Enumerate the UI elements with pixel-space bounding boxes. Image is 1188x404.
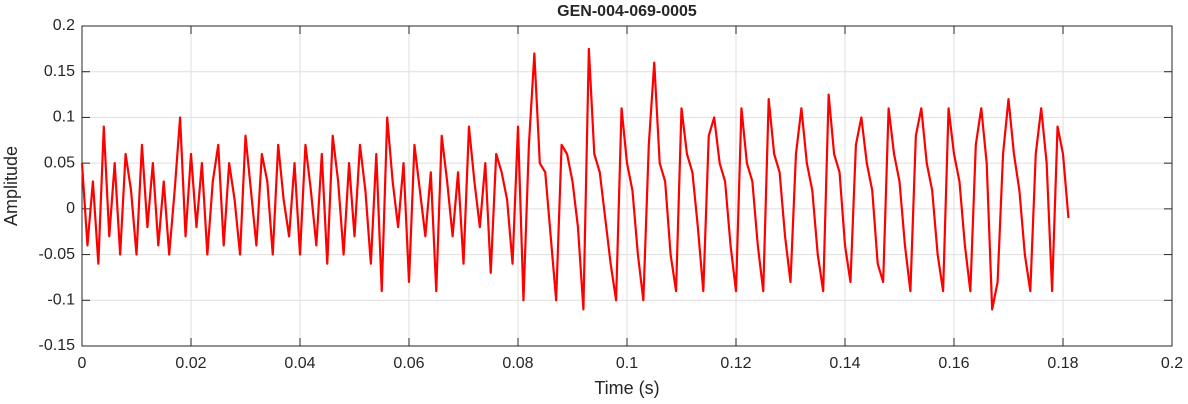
x-tick-label: 0.04 [284,355,315,372]
chart-title: GEN-004-069-0005 [557,3,697,20]
x-tick-label: 0.1 [616,355,638,372]
x-axis-label: Time (s) [594,378,659,398]
y-tick-label: -0.1 [47,292,75,309]
y-tick-label: 0.05 [44,154,75,171]
x-tick-label: 0.2 [1161,355,1183,372]
y-tick-label: 0.1 [53,109,75,126]
x-tick-label: 0.12 [720,355,751,372]
y-tick-label: 0 [66,200,75,217]
x-tick-label: 0.14 [829,355,860,372]
line-series [80,47,1070,311]
x-tick-label: 0.18 [1047,355,1078,372]
y-tick-label: 0.15 [44,63,75,80]
x-tick-label: 0.08 [502,355,533,372]
y-tick-label: -0.15 [39,337,76,354]
plot-frame [81,25,1173,347]
x-tick-label: 0.16 [938,355,969,372]
y-axis-label: Amplitude [1,146,21,226]
x-tick-label: 0 [78,355,87,372]
x-tick-label: 0.06 [393,355,424,372]
x-tick-label: 0.02 [175,355,206,372]
y-tick-label: 0.2 [53,17,75,34]
y-tick-label: -0.05 [39,246,76,263]
